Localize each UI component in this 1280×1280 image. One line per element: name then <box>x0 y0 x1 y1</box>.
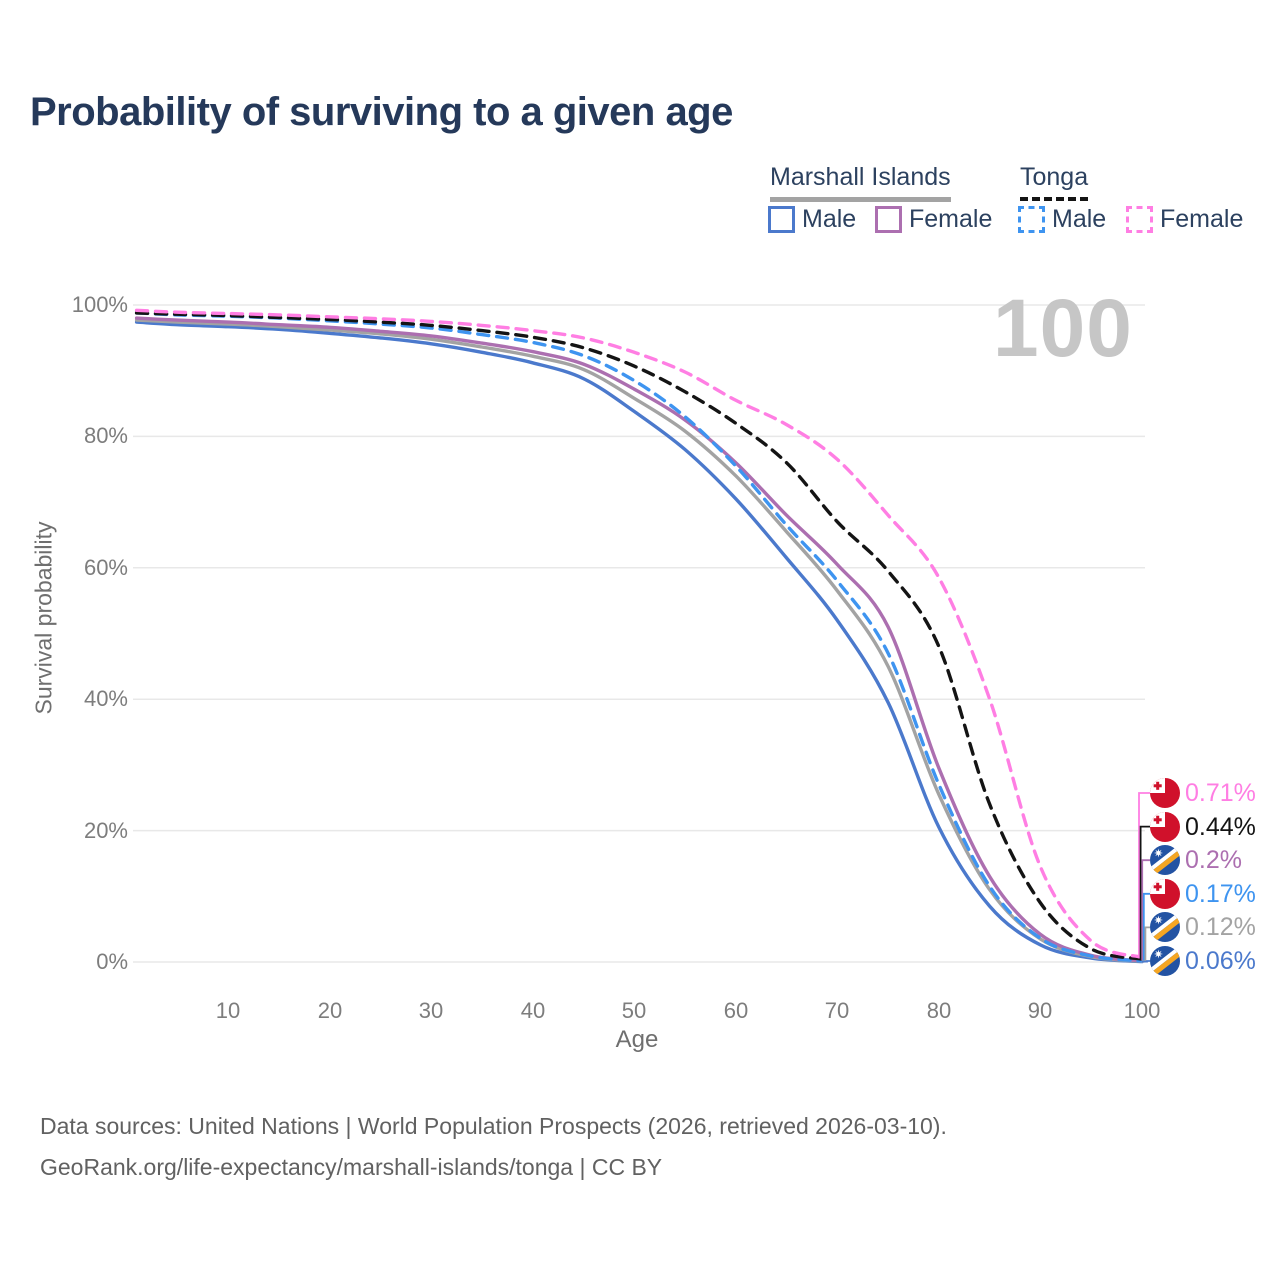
x-tick-label: 70 <box>824 998 850 1023</box>
legend-underline-solid <box>770 197 951 202</box>
legend-item-tonga-male[interactable]: Male <box>1018 205 1106 233</box>
end-label-mi_total: 0.12% <box>1150 912 1256 942</box>
x-tick-label: 50 <box>621 998 647 1023</box>
legend-group-tonga[interactable]: Tonga <box>1020 163 1089 201</box>
curve-mi_female <box>134 316 1144 963</box>
end-label-mi_female: 0.2% <box>1150 845 1242 875</box>
end-label-value: 0.2% <box>1185 845 1242 874</box>
footer-attribution: GeoRank.org/life-expectancy/marshall-isl… <box>40 1154 663 1180</box>
page-title: Probability of surviving to a given age <box>30 90 733 134</box>
legend-group-label: Marshall Islands <box>770 163 951 191</box>
curve-tonga_female <box>134 308 1144 959</box>
curve-mi_total <box>134 318 1144 963</box>
legend-group-marshall-islands[interactable]: Marshall Islands <box>770 163 951 202</box>
x-tick-label: 80 <box>926 998 952 1023</box>
x-tick-label: 60 <box>723 998 749 1023</box>
end-label-mi_male: 0.06% <box>1150 946 1256 976</box>
footer-sources: Data sources: United Nations | World Pop… <box>40 1113 947 1139</box>
y-tick-label: 80% <box>83 423 128 448</box>
x-tick-label: 30 <box>418 998 444 1023</box>
end-label-value: 0.12% <box>1185 912 1256 941</box>
legend-underline-dashed <box>1020 197 1089 201</box>
legend-item-marshall-islands-male[interactable]: Male <box>768 205 856 233</box>
x-tick-label: 20 <box>317 998 343 1023</box>
x-tick-label: 10 <box>215 998 241 1023</box>
legend-swatch-dashed <box>1126 205 1153 233</box>
tonga-flag-icon <box>1150 879 1180 909</box>
y-tick-label: 60% <box>83 555 128 580</box>
legend-swatch-solid <box>875 205 902 233</box>
y-tick-label: 100% <box>71 292 128 317</box>
legend-item-marshall-islands-female[interactable]: Female <box>875 205 992 233</box>
legend-group-label: Tonga <box>1020 163 1089 191</box>
end-label-value: 0.44% <box>1185 812 1256 841</box>
x-tick-label: 40 <box>520 998 546 1023</box>
legend-item-label: Male <box>802 204 857 233</box>
marshall-islands-flag-icon <box>1150 946 1180 976</box>
tonga-flag-icon <box>1150 778 1180 808</box>
end-label-value: 0.17% <box>1185 879 1256 908</box>
end-label-value: 0.06% <box>1185 946 1256 975</box>
end-label-value: 0.71% <box>1185 778 1256 807</box>
end-label-tonga_male: 0.17% <box>1150 879 1256 909</box>
x-axis-title: Age <box>615 1026 659 1053</box>
legend-item-tonga-female[interactable]: Female <box>1126 205 1243 233</box>
footer: Data sources: United Nations | World Pop… <box>40 1106 947 1188</box>
end-label-tonga_total: 0.44% <box>1150 812 1256 842</box>
marshall-islands-flag-icon <box>1150 912 1180 942</box>
x-tick-label: 100 <box>1123 998 1161 1023</box>
y-tick-label: 0% <box>96 949 128 974</box>
age-cursor-readout: 100 <box>993 283 1133 374</box>
legend-swatch-dashed <box>1018 205 1045 233</box>
tonga-flag-icon <box>1150 812 1180 842</box>
x-tick-label: 90 <box>1027 998 1053 1023</box>
y-tick-label: 20% <box>83 818 128 843</box>
curve-tonga_total <box>134 311 1144 961</box>
end-label-tonga_female: 0.71% <box>1150 778 1256 808</box>
marshall-islands-flag-icon <box>1150 845 1180 875</box>
legend-item-label: Female <box>909 204 993 233</box>
legend-swatch-solid <box>768 205 795 233</box>
y-tick-label: 40% <box>83 686 128 711</box>
legend-item-label: Female <box>1160 204 1244 233</box>
legend-item-label: Male <box>1052 204 1107 233</box>
curve-mi_male <box>134 320 1144 964</box>
leader-line-mi_male <box>1142 960 1150 963</box>
curve-tonga_male <box>134 311 1144 963</box>
